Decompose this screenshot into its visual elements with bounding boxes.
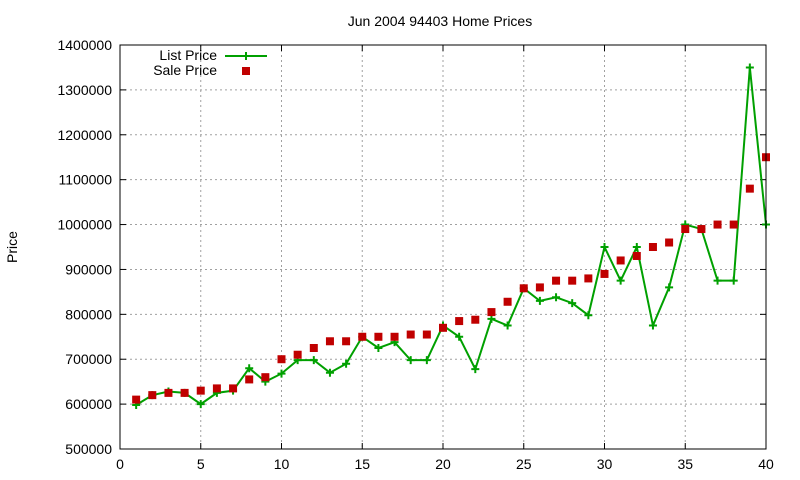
sale-price-point [245,375,254,384]
sale-price-point [568,276,577,285]
list-price-point [552,293,561,302]
sale-price-point [180,388,189,397]
sale-price-point [648,243,657,251]
y-tick-label: 1400000 [57,37,112,53]
list-price-point [471,365,480,374]
x-tick-label: 20 [435,456,451,472]
legend-label-sale-price: Sale Price [153,62,217,78]
legend-label-list-price: List Price [159,47,217,63]
sale-price-point [616,256,625,265]
list-price-point [406,356,415,365]
sale-price-point [519,284,528,293]
sale-price-point [309,344,318,352]
plot-frame [119,44,767,450]
list-price-point [584,311,593,320]
sale-price-point [471,315,480,324]
y-tick-label: 600000 [65,396,112,412]
sale-price-point [196,386,205,395]
list-price-point [632,243,641,251]
sale-price-point [406,330,415,339]
list-price-point [487,314,496,323]
list-price-point [648,321,657,330]
sale-price-point [390,332,399,341]
sale-price-point [342,337,351,346]
x-tick-label: 40 [758,456,774,472]
series [132,63,770,410]
list-price-point [374,344,383,352]
list-price-point [665,283,674,292]
sale-price-point [132,395,141,404]
sale-price-point [212,384,221,393]
legend-marker-list-price [242,52,250,60]
x-tick-label: 0 [116,456,124,472]
x-tick-label: 25 [516,456,532,472]
list-price-point [422,356,431,365]
list-price-point [600,243,609,251]
sale-price-point [665,238,674,247]
sale-price-point [439,323,447,332]
sale-price-point [422,330,431,339]
list-price-point [713,276,722,285]
sale-price-point [293,350,302,359]
list-price-point [568,299,577,308]
sale-price-point [632,251,641,260]
list-price-point [745,63,754,72]
x-tick-label: 35 [677,456,693,472]
list-price-point [616,276,625,285]
sale-price-point [713,220,722,229]
sale-price-point [697,225,706,234]
list-price-point [503,321,512,330]
sale-price-point [325,337,334,346]
y-tick-label: 900000 [65,261,112,277]
sale-price-point [584,274,593,283]
list-price-line [135,67,767,406]
list-price-point [277,369,286,378]
x-tick-label: 5 [197,456,205,472]
sale-price-point [148,391,157,400]
grid [120,45,766,449]
sale-price-point [374,332,383,341]
sale-price-point [729,220,738,229]
sale-price-point [487,308,496,317]
chart-title: Jun 2004 94403 Home Prices [348,13,532,29]
sale-price-point [358,332,367,341]
sale-price-point [681,225,690,234]
sale-price-point [745,184,754,193]
sale-price-point [261,373,270,382]
sale-price-point [229,384,238,393]
y-tick-label: 800000 [65,306,112,322]
sale-price-point [552,276,561,285]
sale-price-point [277,355,286,364]
sale-price-point [503,297,512,306]
sale-price-point [164,388,173,397]
y-tick-label: 1200000 [57,127,112,143]
legend: List Price Sale Price [153,47,267,78]
x-tick-label: 10 [274,456,290,472]
y-tick-label: 500000 [65,441,112,457]
y-axis-label: Price [4,231,20,263]
list-price-point [325,368,334,377]
x-tick-label: 15 [354,456,370,472]
sale-price-point [455,317,464,326]
list-price-point [455,332,464,341]
sale-price-point [600,269,609,278]
list-price-point [245,364,254,373]
tick-labels: 500000 600000 700000 800000 900000 1000000 110… [57,37,774,472]
list-price-point [342,359,351,368]
list-price-point [309,356,318,365]
list-price-point [729,276,738,285]
y-tick-label: 1000000 [57,217,112,233]
x-tick-label: 30 [597,456,613,472]
legend-marker-sale-price [242,67,250,75]
sale-price-point [535,283,544,292]
y-tick-label: 1300000 [57,82,112,98]
y-tick-label: 700000 [65,351,112,367]
list-price-point [535,296,544,305]
list-price-point [196,400,205,409]
y-tick-label: 1100000 [59,172,113,188]
